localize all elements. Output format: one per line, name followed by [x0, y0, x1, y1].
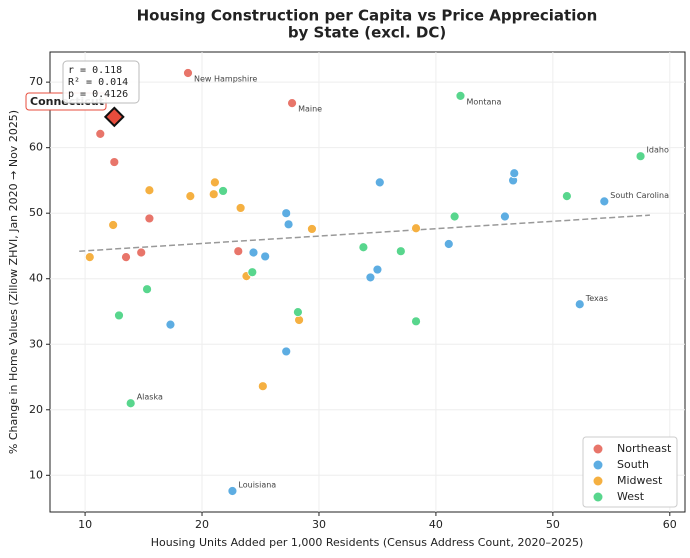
point — [142, 284, 152, 295]
point — [257, 381, 268, 392]
x-tick-label: 20 — [195, 518, 209, 531]
y-axis-label: % Change in Home Values (Zillow ZHVI, Ja… — [7, 110, 20, 454]
point — [365, 272, 376, 283]
point-label: Texas — [585, 294, 608, 303]
point-label: New Hampshire — [194, 74, 257, 83]
point — [121, 252, 131, 262]
y-tick-label: 70 — [29, 75, 43, 88]
y-tick-label: 20 — [29, 403, 43, 416]
point — [208, 189, 219, 200]
point — [109, 157, 120, 167]
y-tick-label: 50 — [29, 206, 43, 219]
point — [136, 247, 147, 258]
chart-title: by State (excl. DC) — [288, 24, 446, 42]
x-tick-label: 40 — [429, 518, 443, 531]
point — [411, 223, 421, 234]
point — [95, 129, 106, 139]
point — [372, 264, 383, 275]
point — [114, 310, 124, 321]
point — [283, 219, 294, 230]
point — [574, 299, 585, 310]
stats-box — [62, 60, 140, 104]
point — [227, 486, 238, 496]
y-tick-label: 30 — [29, 337, 43, 350]
point — [395, 246, 406, 257]
legend-label: South — [617, 458, 649, 471]
point — [358, 242, 369, 253]
legend-marker — [593, 460, 603, 470]
x-axis-label: Housing Units Added per 1,000 Residents … — [151, 536, 583, 549]
legend-label: West — [617, 490, 645, 503]
stats-text: r = 0.118 — [68, 65, 122, 76]
point — [287, 98, 297, 109]
point — [500, 211, 510, 222]
point — [443, 239, 454, 249]
point — [125, 398, 136, 409]
point — [281, 346, 292, 357]
point — [84, 252, 95, 262]
stats-text: p = 0.4126 — [68, 89, 128, 100]
point-label: Montana — [466, 97, 501, 106]
point — [144, 185, 155, 196]
point-label: Maine — [298, 105, 322, 114]
point — [449, 211, 460, 222]
x-tick-label: 10 — [78, 518, 92, 531]
point-label: South Carolina — [610, 191, 669, 200]
point — [374, 177, 385, 188]
point — [183, 68, 193, 78]
legend-box — [582, 436, 678, 508]
y-tick-label: 40 — [29, 272, 43, 285]
point — [307, 224, 317, 234]
point — [144, 213, 155, 224]
point — [599, 196, 610, 207]
chart-title: Housing Construction per Capita vs Price… — [137, 7, 598, 25]
point — [293, 307, 303, 318]
point — [185, 191, 196, 202]
point — [248, 247, 259, 258]
point — [411, 316, 421, 327]
point — [209, 177, 220, 188]
legend-marker — [593, 492, 603, 502]
trend-line — [79, 214, 650, 252]
point — [108, 220, 119, 230]
point — [260, 251, 271, 262]
point — [635, 151, 646, 162]
point — [218, 186, 228, 196]
y-tick-label: 10 — [29, 468, 43, 481]
stats-text: R² = 0.014 — [68, 77, 128, 88]
legend-label: Northeast — [617, 442, 672, 455]
point — [561, 191, 572, 202]
point — [165, 319, 176, 330]
point-label: Alaska — [137, 393, 163, 402]
point — [281, 208, 292, 219]
plot-frame — [49, 51, 686, 513]
x-tick-label: 60 — [663, 518, 677, 531]
marks: New Hampshire Maine Louisiana South Carolin… — [79, 68, 669, 496]
x-tick-label: 30 — [312, 518, 326, 531]
legend-label: Midwest — [617, 474, 663, 487]
highlight-point — [103, 106, 125, 128]
point — [233, 246, 244, 257]
y-tick-label: 60 — [29, 141, 43, 154]
point — [455, 91, 466, 101]
legend-marker — [593, 444, 603, 454]
point — [509, 168, 520, 179]
point — [235, 203, 246, 213]
x-tick-label: 50 — [546, 518, 560, 531]
point — [247, 267, 258, 278]
point-label: Idaho — [647, 146, 669, 155]
point-label: Louisiana — [238, 481, 276, 490]
legend-marker — [593, 476, 603, 486]
